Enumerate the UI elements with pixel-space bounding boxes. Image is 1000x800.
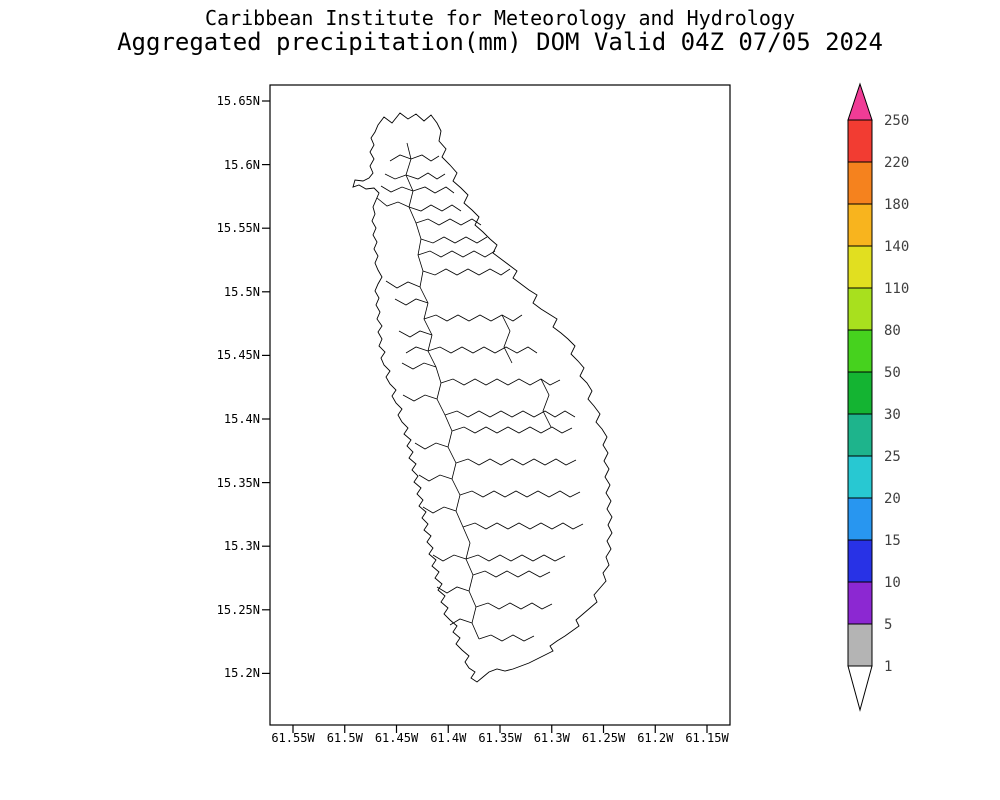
watershed-line: [418, 474, 453, 482]
watershed-line: [389, 154, 412, 162]
watershed-line: [462, 526, 480, 640]
watershed-boundaries: [376, 142, 584, 642]
plot-border: [269, 84, 731, 726]
colorbar-label: 50: [884, 365, 901, 381]
watershed-line: [451, 426, 573, 434]
colorbar-segment: [847, 455, 873, 499]
y-axis-label: 15.35N: [216, 475, 260, 490]
x-axis-label: 61.25W: [581, 731, 626, 745]
y-axis-label: 15.65N: [216, 94, 260, 108]
watershed-line: [385, 280, 421, 289]
colorbar-label: 15: [884, 533, 901, 549]
colorbar-segment: [847, 245, 873, 289]
watershed-line: [440, 378, 561, 386]
colorbar-segment: [847, 497, 873, 541]
watershed-line: [405, 142, 424, 288]
axis-ticks: [262, 100, 708, 733]
watershed-line: [432, 554, 467, 562]
watershed-line: [427, 346, 538, 354]
watershed-line: [472, 570, 551, 578]
watershed-line: [444, 410, 576, 418]
watershed-line: [384, 173, 407, 180]
watershed-line: [415, 218, 482, 226]
watershed-line: [376, 197, 410, 208]
watershed-line: [475, 602, 553, 610]
precipitation-colorbar: 250 220 180 140 110 80 50 30 25 20 15 10 5 1: [847, 82, 909, 712]
y-axis-label: 15.55N: [216, 221, 260, 236]
watershed-line: [422, 506, 457, 514]
y-axis-label: 15.25N: [216, 602, 260, 617]
watershed-line: [459, 490, 581, 498]
page-title: Caribbean Institute for Meteorology and …: [204, 6, 795, 30]
page-subtitle: Aggregated precipitation(mm) DOM Valid 0…: [117, 28, 883, 56]
colorbar-label: 110: [884, 281, 909, 297]
watershed-line: [402, 394, 438, 402]
y-axis-label: 15.3N: [223, 539, 260, 554]
colorbar-label: 10: [884, 575, 901, 591]
y-axis-label: 15.5N: [223, 284, 260, 299]
colorbar-segment: [847, 539, 873, 583]
colorbar-label: 5: [884, 617, 892, 633]
watershed-line: [478, 634, 535, 642]
colorbar-label: 20: [884, 491, 901, 507]
colorbar-arrow-up: [847, 82, 873, 121]
watershed-line: [405, 346, 429, 354]
watershed-line: [449, 618, 473, 626]
colorbar-segment: [847, 119, 873, 163]
watershed-line: [436, 586, 470, 594]
watershed-line: [422, 268, 511, 276]
x-axis-label: 61.3W: [533, 731, 570, 745]
watershed-line: [444, 414, 464, 528]
x-axis-label: 61.35W: [478, 731, 522, 745]
watershed-line: [462, 522, 584, 530]
y-axis-label: 15.4N: [223, 412, 260, 426]
watershed-line: [405, 172, 446, 180]
colorbar-segment: [847, 329, 873, 373]
watershed-line: [380, 185, 414, 193]
colorbar-label: 25: [884, 449, 901, 465]
colorbar-label: 30: [884, 407, 901, 423]
colorbar-segment: [847, 623, 873, 667]
colorbar-segment: [847, 287, 873, 331]
x-axis-label: 61.15W: [685, 731, 729, 745]
colorbar-segment: [847, 371, 873, 415]
colorbar-label: 140: [884, 239, 909, 255]
watershed-line: [408, 204, 462, 212]
watershed-line: [398, 330, 433, 338]
x-axis-label: 61.55W: [271, 731, 315, 745]
watershed-line: [423, 314, 523, 322]
x-axis-label: 61.2W: [637, 731, 674, 745]
watershed-line: [420, 236, 488, 244]
x-axis-label: 61.4W: [430, 731, 467, 745]
colorbar-label: 250: [884, 113, 909, 129]
watershed-line: [501, 314, 513, 364]
colorbar-segment: [847, 413, 873, 457]
watershed-line: [417, 250, 496, 258]
colorbar-segment: [847, 203, 873, 247]
watershed-line: [394, 298, 429, 306]
x-axis-label: 61.5W: [326, 731, 363, 745]
watershed-line: [455, 458, 577, 466]
watershed-line: [414, 442, 449, 450]
dominica-island: [352, 112, 613, 683]
watershed-line: [401, 362, 437, 370]
y-axis-label: 15.2N: [223, 666, 260, 681]
colorbar-segment: [847, 161, 873, 205]
watershed-line: [465, 554, 566, 562]
watershed-line: [412, 186, 455, 194]
colorbar-label: 1: [884, 659, 892, 675]
y-axis-label: 15.45N: [216, 348, 260, 363]
colorbar-arrow-down: [847, 665, 873, 712]
x-axis-label: 61.45W: [374, 731, 419, 745]
colorbar-label: 180: [884, 197, 909, 213]
colorbar-label: 220: [884, 155, 909, 171]
watershed-line: [540, 378, 552, 428]
y-axis-label: 15.6N: [223, 157, 260, 172]
map-plot: [262, 84, 731, 733]
colorbar-label: 80: [884, 323, 901, 339]
watershed-line: [410, 154, 440, 162]
dominica-coastline: [352, 112, 613, 683]
colorbar-segment: [847, 581, 873, 625]
